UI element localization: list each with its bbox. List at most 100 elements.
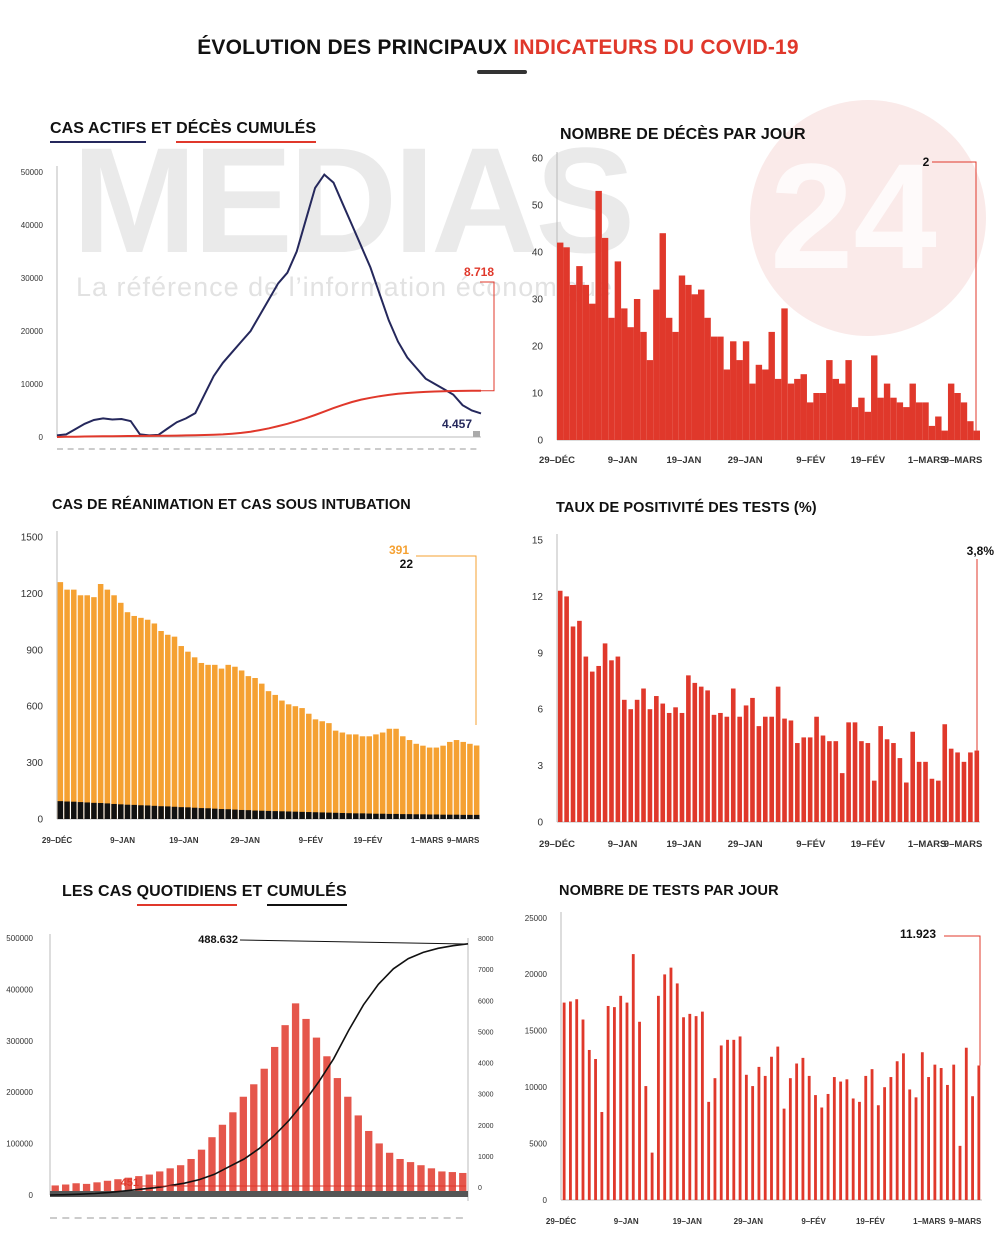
taux-bar-41 bbox=[820, 735, 826, 822]
rea-bar-intubation-62 bbox=[473, 814, 480, 819]
taux-bar-27 bbox=[730, 688, 736, 822]
tests-bar-33 bbox=[770, 1056, 773, 1200]
rea-bar-reanimation-61 bbox=[467, 743, 473, 819]
rea-bar-reanimation-52 bbox=[406, 740, 413, 819]
taux-bar-43 bbox=[833, 741, 839, 822]
actifs-ytick-1: 10000 bbox=[21, 380, 44, 389]
deces-bar-31 bbox=[755, 364, 763, 440]
taux-bar-0 bbox=[557, 590, 563, 822]
actifs-ytick-4: 40000 bbox=[21, 221, 44, 230]
quotidiens-bar-34 bbox=[406, 1162, 415, 1191]
deces-bar-19 bbox=[678, 275, 686, 440]
tests-bar-62 bbox=[952, 1064, 956, 1200]
deces-xtick-3: 29–JAN bbox=[728, 455, 763, 466]
quotidiens-bar-38 bbox=[448, 1172, 456, 1191]
taux-xtick-6: 1–MARS bbox=[908, 839, 947, 850]
rea-ytick-2: 600 bbox=[26, 702, 43, 713]
deces-bar-38 bbox=[800, 374, 807, 440]
taux-last-label: 3,8% bbox=[967, 544, 995, 558]
deces-bar-60 bbox=[941, 430, 948, 440]
taux-bar-64 bbox=[968, 752, 973, 822]
quotidiens-bar-11 bbox=[166, 1168, 174, 1191]
taux-bar-36 bbox=[788, 720, 794, 822]
tests-bar-16 bbox=[663, 974, 667, 1200]
rea-bar-intubation-0 bbox=[57, 801, 64, 819]
rea-xtick-5: 19–FÉV bbox=[353, 836, 383, 845]
quotidiens-bar-26 bbox=[323, 1056, 331, 1191]
tests-callout-line bbox=[944, 935, 981, 1066]
taux-bar-18 bbox=[673, 707, 678, 822]
rea-bar-reanimation-48 bbox=[379, 732, 386, 819]
quotidiens-bar-30 bbox=[365, 1130, 373, 1191]
quotidiens-bar-5 bbox=[103, 1180, 112, 1191]
rea-xtick-7: 9–MARS bbox=[447, 836, 480, 845]
rea-bar-intubation-3 bbox=[77, 802, 84, 819]
quotidiens-bar-33 bbox=[396, 1158, 404, 1191]
taux-ytick-0: 0 bbox=[537, 818, 543, 829]
taux-bar-59 bbox=[936, 780, 941, 822]
quotidiens-bar-36 bbox=[427, 1168, 436, 1191]
taux-bar-17 bbox=[666, 712, 672, 822]
rea-bar-reanimation-51 bbox=[400, 736, 406, 819]
rea-bar-reanimation-38 bbox=[312, 719, 319, 819]
quotidiens-ytick-right-4: 4000 bbox=[478, 1061, 494, 1068]
rea-bar-reanimation-58 bbox=[447, 741, 453, 819]
rea-bar-intubation-18 bbox=[178, 807, 184, 819]
rea-bar-intubation-44 bbox=[353, 813, 359, 819]
tests-bar-17 bbox=[669, 967, 673, 1200]
rea-bar-intubation-8 bbox=[111, 803, 117, 819]
deces-bar-40 bbox=[813, 393, 820, 440]
quotidiens-bar-22 bbox=[281, 1025, 289, 1191]
tests-bar-39 bbox=[807, 1075, 811, 1200]
tests-bar-44 bbox=[839, 1081, 843, 1200]
tests-bar-8 bbox=[612, 1007, 616, 1200]
deces-bar-48 bbox=[864, 411, 872, 440]
tests-bar-30 bbox=[751, 1086, 755, 1200]
tests-bar-61 bbox=[946, 1084, 949, 1200]
rea-bar-reanimation-25 bbox=[225, 664, 231, 819]
taux-bar-47 bbox=[859, 741, 864, 822]
quotidiens-bar-31 bbox=[375, 1143, 383, 1191]
tests-bar-47 bbox=[858, 1101, 861, 1200]
tests-ytick-1: 5000 bbox=[529, 1139, 547, 1148]
tests-bar-40 bbox=[814, 1095, 817, 1200]
deces-bar-28 bbox=[736, 360, 743, 440]
deces-bar-12 bbox=[633, 299, 641, 440]
rea-bar-intubation-20 bbox=[191, 807, 198, 819]
quotidiens-bar-24 bbox=[302, 1018, 310, 1191]
tests-bar-6 bbox=[600, 1112, 604, 1200]
rea-bar-reanimation-12 bbox=[138, 617, 144, 819]
quotidiens-bar-0 bbox=[51, 1185, 59, 1191]
actifs-ytick-3: 30000 bbox=[21, 274, 44, 283]
rea-bar-intubation-54 bbox=[420, 814, 426, 819]
tests-bar-15 bbox=[656, 995, 660, 1200]
rea-bar-intubation-16 bbox=[165, 806, 171, 819]
tests-last-label: 11.923 bbox=[900, 927, 936, 941]
rea-bar-reanimation-18 bbox=[178, 646, 184, 819]
quotidiens-bar-12 bbox=[176, 1165, 185, 1191]
rea-bar-reanimation-24 bbox=[218, 668, 225, 819]
tests-bar-26 bbox=[726, 1039, 729, 1200]
taux-bar-54 bbox=[903, 782, 909, 822]
tests-bar-2 bbox=[575, 999, 579, 1200]
tests-xtick-6: 1–MARS bbox=[913, 1217, 946, 1226]
tests-ytick-3: 15000 bbox=[525, 1027, 548, 1036]
actifs-title-a: CAS ACTIFS bbox=[50, 120, 147, 143]
quotidiens-bar-28 bbox=[344, 1096, 352, 1191]
rea-bar-intubation-30 bbox=[259, 810, 265, 819]
deces-ytick-1: 10 bbox=[532, 389, 544, 400]
rea-bar-intubation-7 bbox=[104, 803, 111, 819]
deces-bar-65 bbox=[973, 430, 980, 440]
quotidiens-bar-16 bbox=[218, 1124, 227, 1191]
actifs-title-b: ET bbox=[146, 120, 177, 137]
rea-bar-reanimation-27 bbox=[238, 670, 245, 819]
rea-bar-intubation-25 bbox=[225, 809, 231, 819]
deces-ytick-6: 60 bbox=[532, 154, 544, 165]
quotidiens-daily-label: 451 bbox=[121, 1177, 139, 1189]
taux-bar-46 bbox=[852, 722, 858, 822]
quotidiens-ytick-right-7: 7000 bbox=[478, 967, 494, 974]
taux-bar-26 bbox=[724, 716, 730, 822]
rea-xtick-1: 9–JAN bbox=[110, 836, 135, 845]
rea-bar-intubation-40 bbox=[326, 812, 332, 819]
